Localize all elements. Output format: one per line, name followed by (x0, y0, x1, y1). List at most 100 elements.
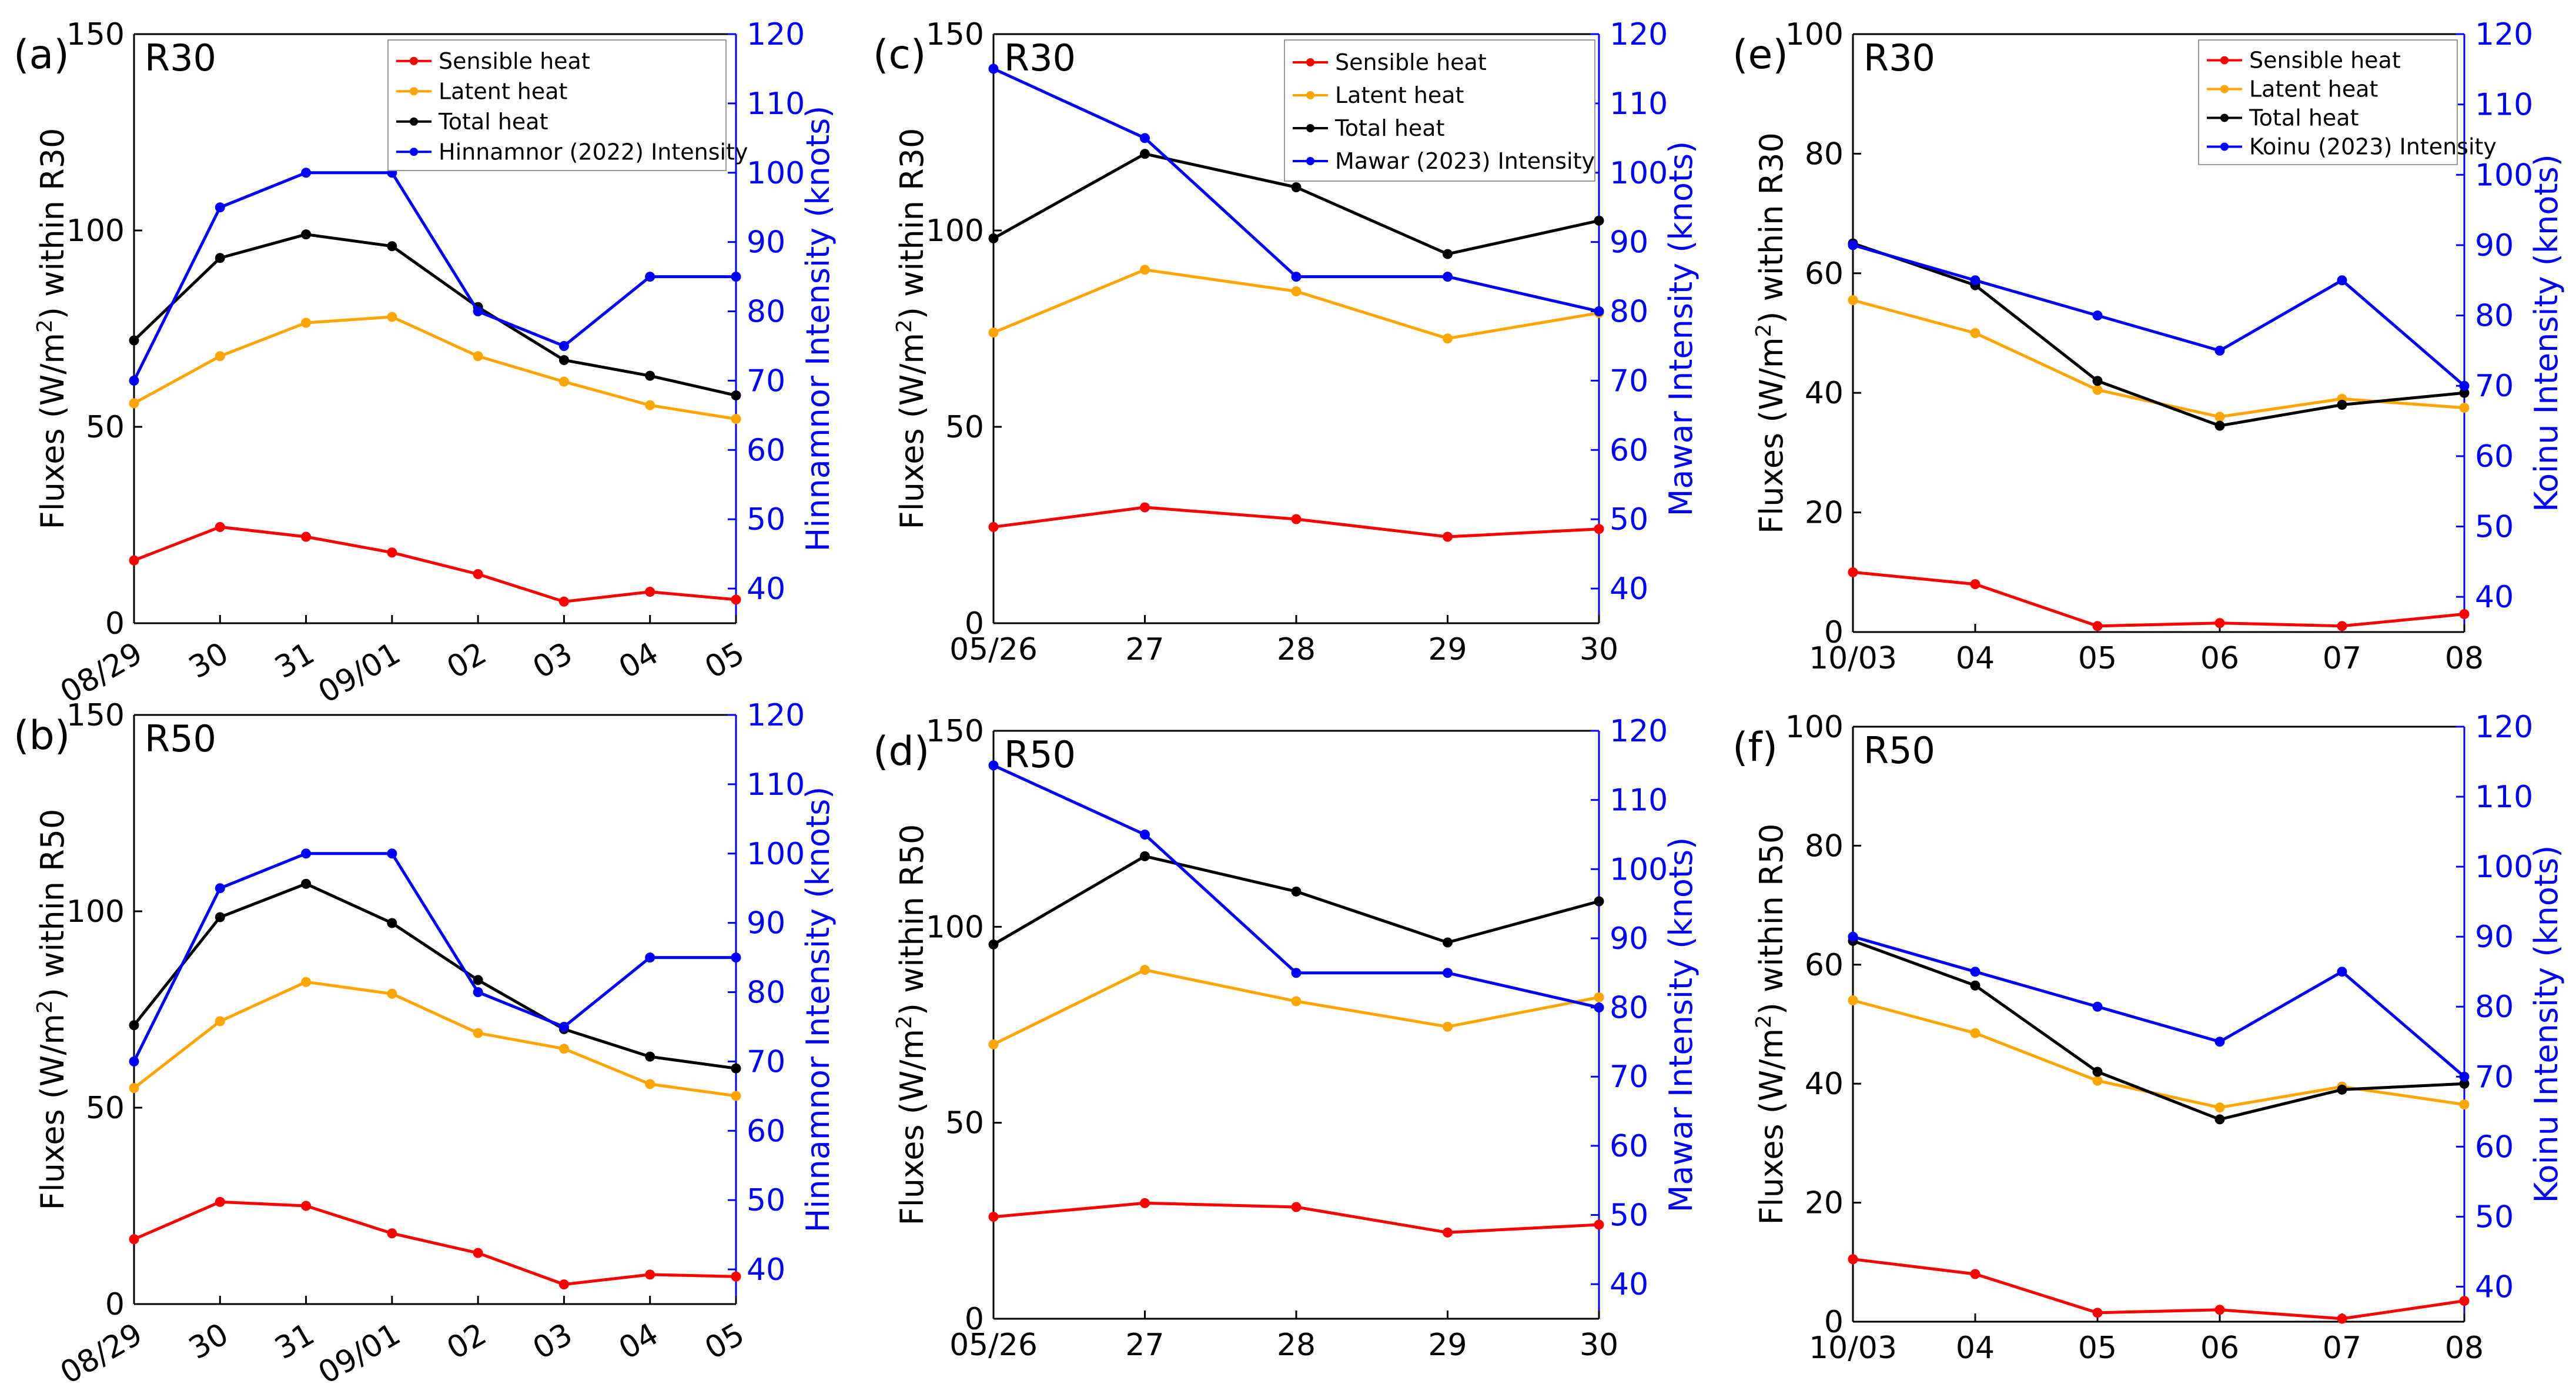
data-point (1140, 502, 1150, 513)
right-tick-label: 50 (747, 1183, 785, 1218)
data-point (988, 939, 999, 950)
x-tick-label: 30 (1580, 1328, 1618, 1363)
x-tick-label: 31 (269, 1316, 320, 1366)
x-tick-label: 29 (1428, 1328, 1467, 1363)
series-line (133, 315, 737, 421)
data-point (1594, 306, 1604, 317)
data-point (301, 317, 312, 328)
data-point (1594, 524, 1604, 534)
data-point (731, 414, 741, 424)
series-line (1852, 935, 2465, 1078)
left-tick-label: 150 (926, 714, 984, 749)
data-point (731, 594, 741, 605)
region-label: R50 (145, 717, 216, 760)
data-point (558, 1044, 569, 1054)
data-point (1140, 149, 1150, 159)
data-point (2092, 1067, 2103, 1077)
left-tick-label: 150 (66, 17, 125, 52)
data-point (2337, 1084, 2347, 1095)
x-tick-label: 10/03 (1809, 641, 1897, 676)
data-point (2092, 1075, 2103, 1086)
right-axis-label: Koinu Intensity (knots) (2528, 154, 2565, 512)
data-point (1848, 995, 1858, 1006)
data-point (731, 1091, 741, 1101)
right-tick-label: 60 (747, 433, 785, 468)
data-point (2337, 1313, 2347, 1324)
left-tick-label: 60 (1805, 256, 1844, 292)
x-tick-label: 04 (613, 636, 664, 686)
legend: Sensible heat Latent heat Total heat Mawar … (1284, 39, 1595, 182)
right-tick-label: 40 (1610, 571, 1648, 607)
right-axis-label: Koinu Intensity (knots) (2528, 845, 2565, 1204)
legend-swatch-marker (1306, 91, 1314, 99)
region-label: R30 (145, 36, 216, 79)
data-point (1443, 1227, 1453, 1238)
legend-swatch-marker (410, 56, 418, 65)
left-tick-label: 100 (66, 894, 125, 930)
x-tick-label: 04 (613, 1316, 664, 1366)
series-line (132, 171, 736, 382)
data-point (129, 1020, 139, 1031)
data-point (2459, 1071, 2470, 1082)
data-point (215, 1016, 225, 1027)
data-point (2459, 387, 2470, 398)
right-tick-label: 70 (1610, 1059, 1648, 1095)
data-point (215, 202, 225, 213)
right-tick-label: 60 (1610, 1129, 1648, 1164)
legend-label: Sensible heat (1335, 49, 1487, 75)
legend-label: Sensible heat (439, 48, 590, 74)
data-point (2214, 1037, 2225, 1047)
data-point (731, 1271, 741, 1282)
left-tick-label: 20 (1805, 1186, 1844, 1221)
legend-label: Latent heat (439, 78, 567, 104)
data-point (301, 848, 312, 859)
data-point (2092, 376, 2103, 386)
data-point (301, 1201, 312, 1211)
legend-label: Total heat (438, 109, 548, 135)
data-point (1140, 1198, 1150, 1208)
panel-f: 0 20 40 60 80 100 40 50 60 70 80 90 100 110 120 10/03 04… (1732, 710, 2565, 1366)
series-line (133, 882, 737, 1070)
data-point (1443, 937, 1453, 948)
legend-swatch-marker (2220, 142, 2229, 151)
data-point (1291, 886, 1302, 897)
x-tick-label: 03 (527, 636, 578, 686)
right-tick-label: 80 (747, 295, 785, 330)
right-tick-label: 40 (2475, 580, 2514, 615)
x-tick-label: 04 (1956, 641, 1995, 676)
data-point (2459, 403, 2470, 413)
right-tick-label: 120 (2475, 710, 2533, 745)
legend-swatch-marker (1306, 58, 1314, 66)
legend-box (387, 39, 727, 171)
legend-swatch-marker (410, 117, 418, 126)
data-point (1970, 579, 1980, 590)
data-point (2459, 1099, 2470, 1110)
x-tick-label: 06 (2200, 641, 2239, 676)
data-point (558, 596, 569, 607)
data-point (1970, 967, 1980, 977)
data-point (1970, 1028, 1980, 1038)
panel-d: 0 50 100 150 40 50 60 70 80 90 100 110 120 05/26 27 28 2… (873, 714, 1700, 1363)
data-point (1140, 965, 1150, 975)
right-axis-label: Hinnamnor Intensity (knots) (799, 106, 837, 552)
x-tick-label: 09/01 (313, 636, 407, 710)
region-label: R50 (1004, 733, 1076, 776)
right-tick-label: 40 (747, 571, 785, 607)
left-tick-label: 100 (1785, 17, 1844, 52)
data-point (2092, 1001, 2103, 1012)
legend-swatch-marker (2220, 113, 2229, 122)
series-line (992, 968, 1600, 1046)
data-point (731, 390, 741, 401)
left-tick-label: 0 (105, 606, 125, 641)
data-point (129, 1056, 139, 1067)
data-point (731, 952, 741, 963)
right-tick-label: 70 (747, 363, 785, 399)
left-tick-label: 20 (1805, 496, 1844, 531)
data-point (2459, 1296, 2470, 1306)
data-point (645, 400, 655, 410)
data-point (558, 340, 569, 351)
data-point (731, 1063, 741, 1074)
x-tick-label: 05 (699, 636, 750, 686)
